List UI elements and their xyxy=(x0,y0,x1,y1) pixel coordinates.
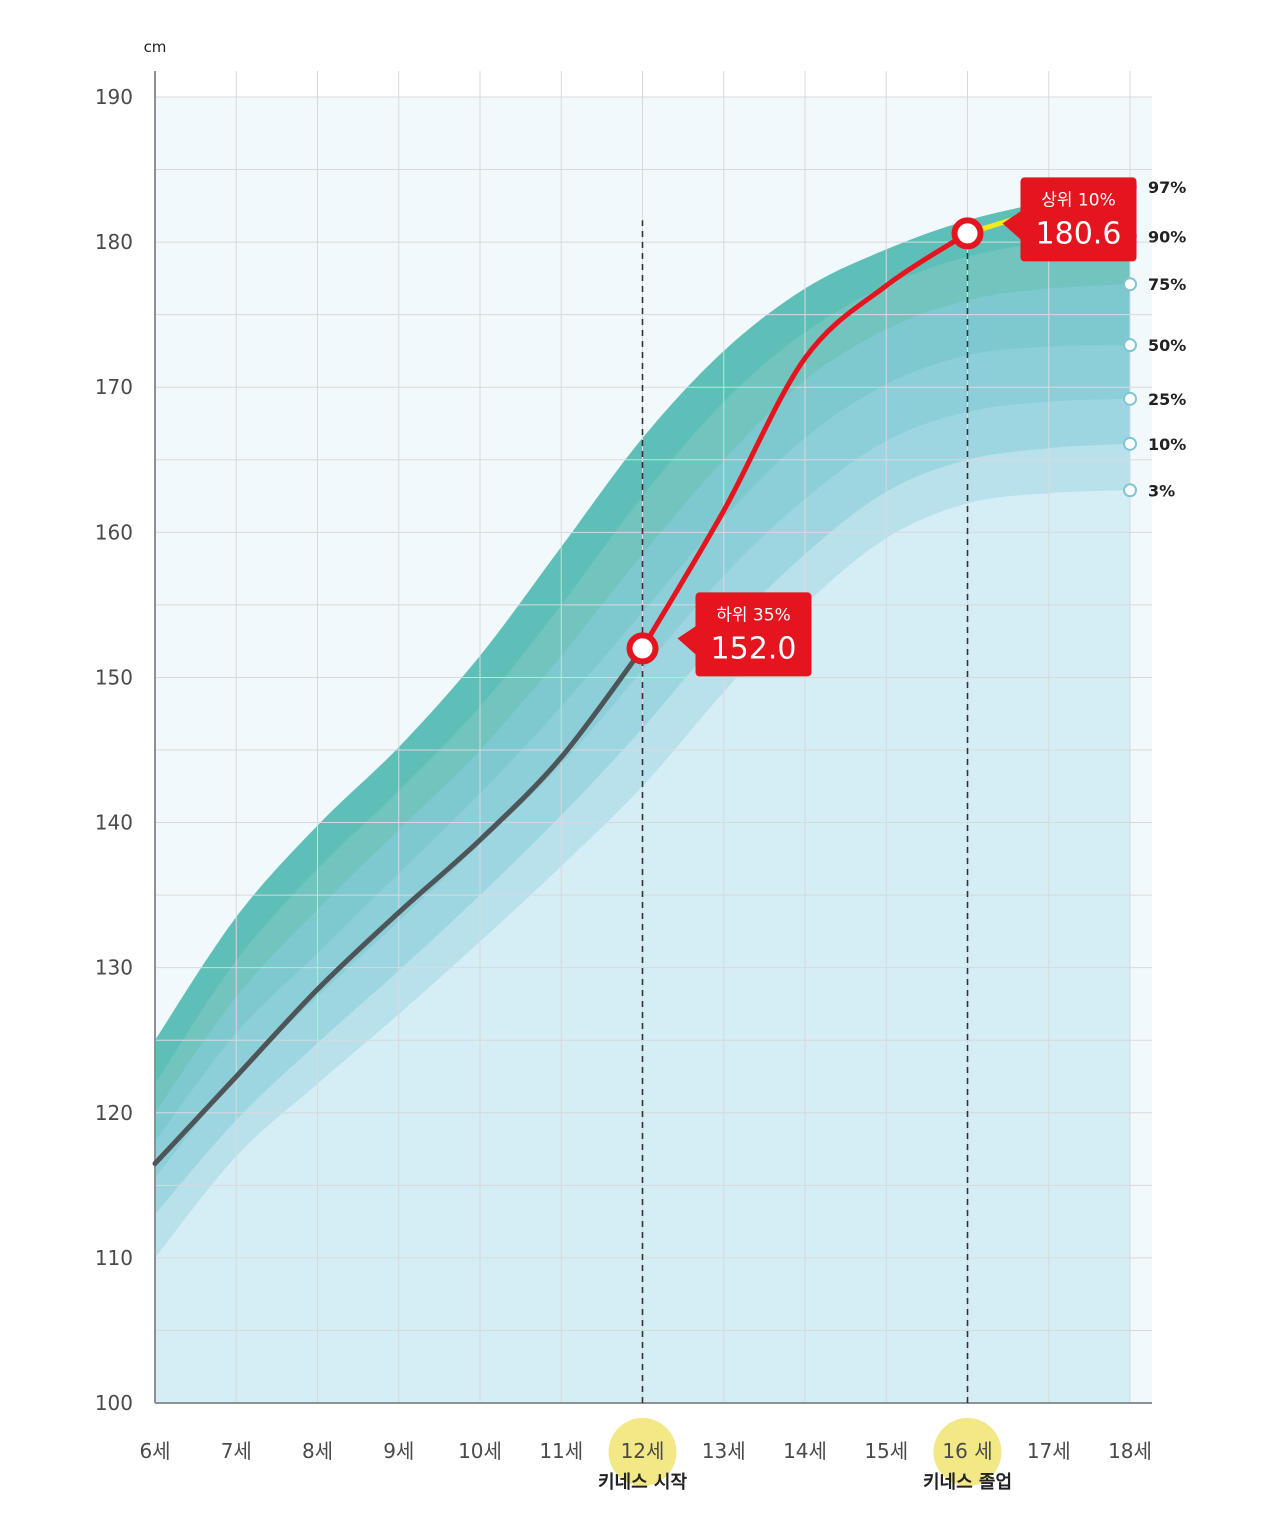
y-tick-label: 170 xyxy=(95,375,133,399)
percentile-label: 25% xyxy=(1148,390,1186,409)
percentile-label: 90% xyxy=(1148,227,1186,246)
percentile-dot xyxy=(1123,483,1137,498)
milestone-label: 키네스 시작 xyxy=(598,1472,688,1493)
y-tick-label: 130 xyxy=(95,956,133,980)
percentile-label: 75% xyxy=(1148,275,1186,294)
percentile-bands xyxy=(155,71,1152,1404)
value-markers: 하위 35% 152.0 상위 10% 180.6 xyxy=(626,177,1137,677)
y-tick-label: 180 xyxy=(95,230,133,254)
y-tick-label: 150 xyxy=(95,665,133,689)
x-tick-label: 12세 xyxy=(621,1439,665,1463)
x-tick-label: 9세 xyxy=(383,1439,414,1463)
x-tick-label: 15세 xyxy=(864,1439,908,1463)
percentile-label: 50% xyxy=(1148,336,1186,355)
y-tick-label: 140 xyxy=(95,811,133,835)
milestone-highlight xyxy=(608,1418,677,1486)
callout-pointer xyxy=(1002,211,1021,240)
x-tick-label: 11세 xyxy=(539,1439,583,1463)
x-tick-label: 14세 xyxy=(783,1439,827,1463)
y-tick-label: 160 xyxy=(95,520,133,544)
x-tick-label: 10세 xyxy=(458,1439,502,1463)
x-tick-label: 8세 xyxy=(302,1439,333,1463)
marker-point xyxy=(626,632,659,665)
y-tick-label: 190 xyxy=(95,85,133,109)
percentile-label: 10% xyxy=(1148,435,1186,454)
x-tick-label: 13세 xyxy=(702,1439,746,1463)
percentile-labels: 97% 90% 75% 50% 25% 10% 3% xyxy=(1123,178,1186,500)
x-axis-labels: 6세 7세 8세 9세 10세 11세 12세 13세 14세 15세 16 세 17세 18세키네스 … xyxy=(139,1418,1152,1493)
percentile-dot xyxy=(1123,338,1137,353)
percentile-label: 97% xyxy=(1148,178,1186,197)
y-tick-label: 100 xyxy=(95,1391,133,1415)
callout-box xyxy=(695,592,812,677)
y-axis-labels: cm 100 110 120 130 140 150 160 170 180 190 xyxy=(95,38,167,1415)
x-tick-label: 17세 xyxy=(1027,1439,1071,1463)
percentile-dot xyxy=(1123,277,1137,292)
percentile-label: 3% xyxy=(1148,481,1175,500)
series-line xyxy=(640,230,970,651)
callout-pointer xyxy=(677,626,696,655)
x-tick-label: 18세 xyxy=(1108,1439,1152,1463)
milestone-label: 키네스 졸업 xyxy=(923,1472,1012,1493)
x-tick-label: 16 세 xyxy=(942,1439,992,1463)
percentile-dot xyxy=(1123,391,1137,406)
series-line xyxy=(152,645,645,1167)
callout-value: 180.6 xyxy=(1036,216,1122,251)
callout-value: 152.0 xyxy=(711,631,797,666)
percentile-dot xyxy=(1123,436,1137,451)
marker-point xyxy=(951,217,984,250)
x-tick-label: 7세 xyxy=(221,1439,252,1463)
y-tick-label: 110 xyxy=(95,1246,133,1270)
callout-box xyxy=(1020,177,1137,262)
y-tick-label: 120 xyxy=(95,1101,133,1125)
axes xyxy=(154,71,1152,1404)
callout-percentile: 하위 35% xyxy=(716,605,790,625)
y-unit-label: cm xyxy=(144,38,167,56)
x-tick-label: 6세 xyxy=(139,1439,170,1463)
callout-percentile: 상위 10% xyxy=(1041,190,1115,210)
milestone-highlight xyxy=(933,1418,1002,1486)
